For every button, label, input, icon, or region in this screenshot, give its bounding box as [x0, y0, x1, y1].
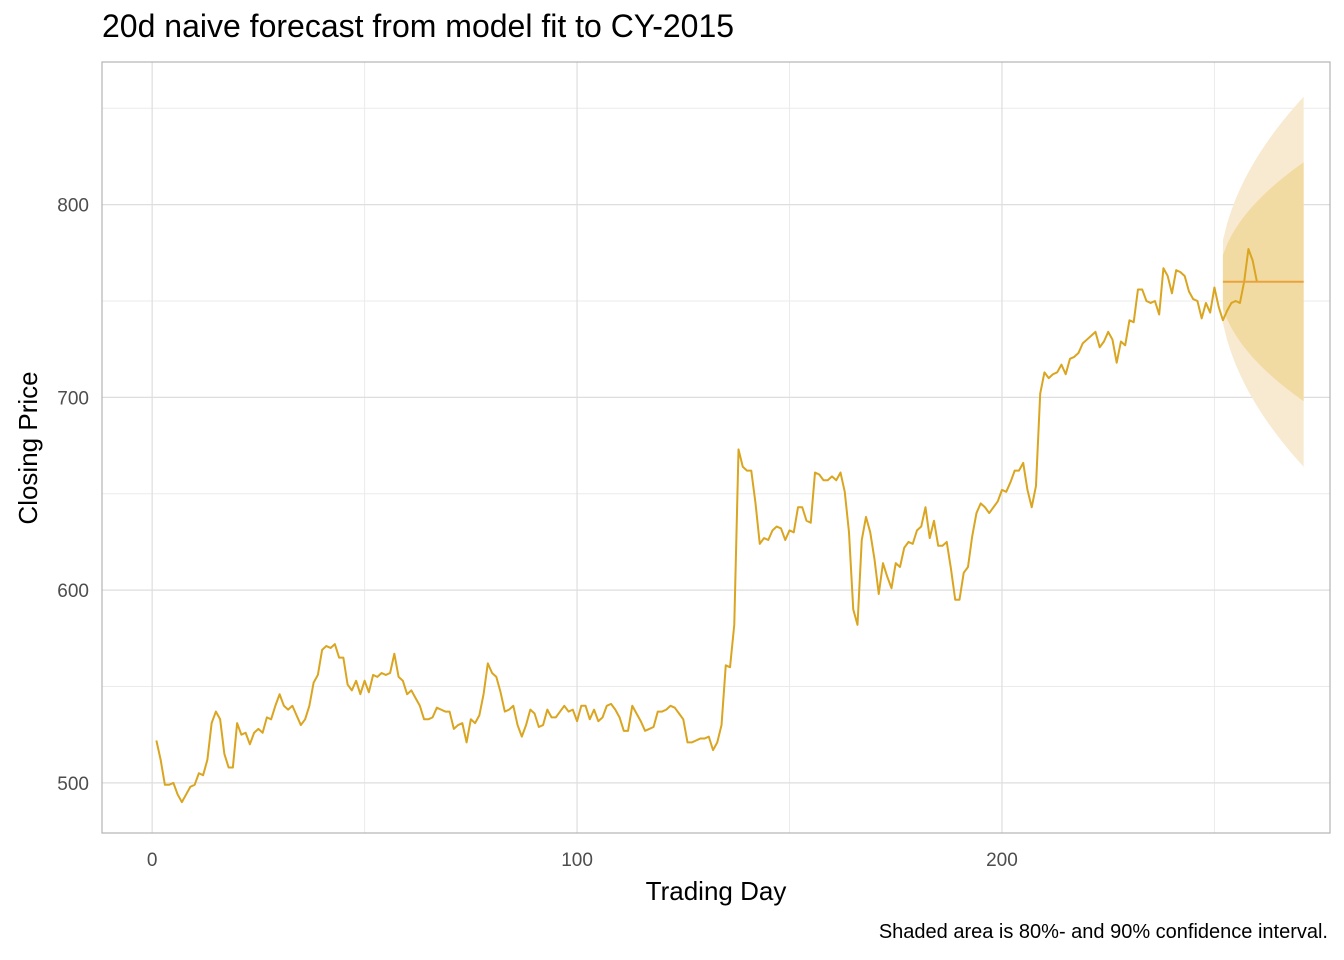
closing-price-line — [155, 247, 1258, 804]
y-tick-label: 800 — [57, 196, 89, 217]
x-tick-label: 200 — [986, 850, 1018, 871]
x-axis-title: Trading Day — [646, 876, 787, 906]
minor-gridlines — [102, 62, 1330, 833]
y-tick-label: 500 — [57, 774, 89, 795]
y-tick-labels: 500 600 700 800 — [57, 196, 89, 795]
major-gridlines — [102, 62, 1330, 833]
chart-title: 20d naive forecast from model fit to CY-… — [102, 8, 735, 44]
x-tick-label: 0 — [147, 850, 158, 871]
y-tick-label: 700 — [57, 388, 89, 409]
y-axis-title: Closing Price — [13, 371, 43, 524]
chart-caption: Shaded area is 80%- and 90% confidence i… — [878, 921, 1328, 943]
plot-border — [101, 61, 1331, 834]
data-lines — [155, 247, 1304, 804]
x-tick-labels: 0 100 200 — [147, 850, 1018, 871]
y-tick-label: 600 — [57, 581, 89, 602]
plot-panel — [102, 62, 1330, 833]
x-tick-label: 100 — [561, 850, 593, 871]
